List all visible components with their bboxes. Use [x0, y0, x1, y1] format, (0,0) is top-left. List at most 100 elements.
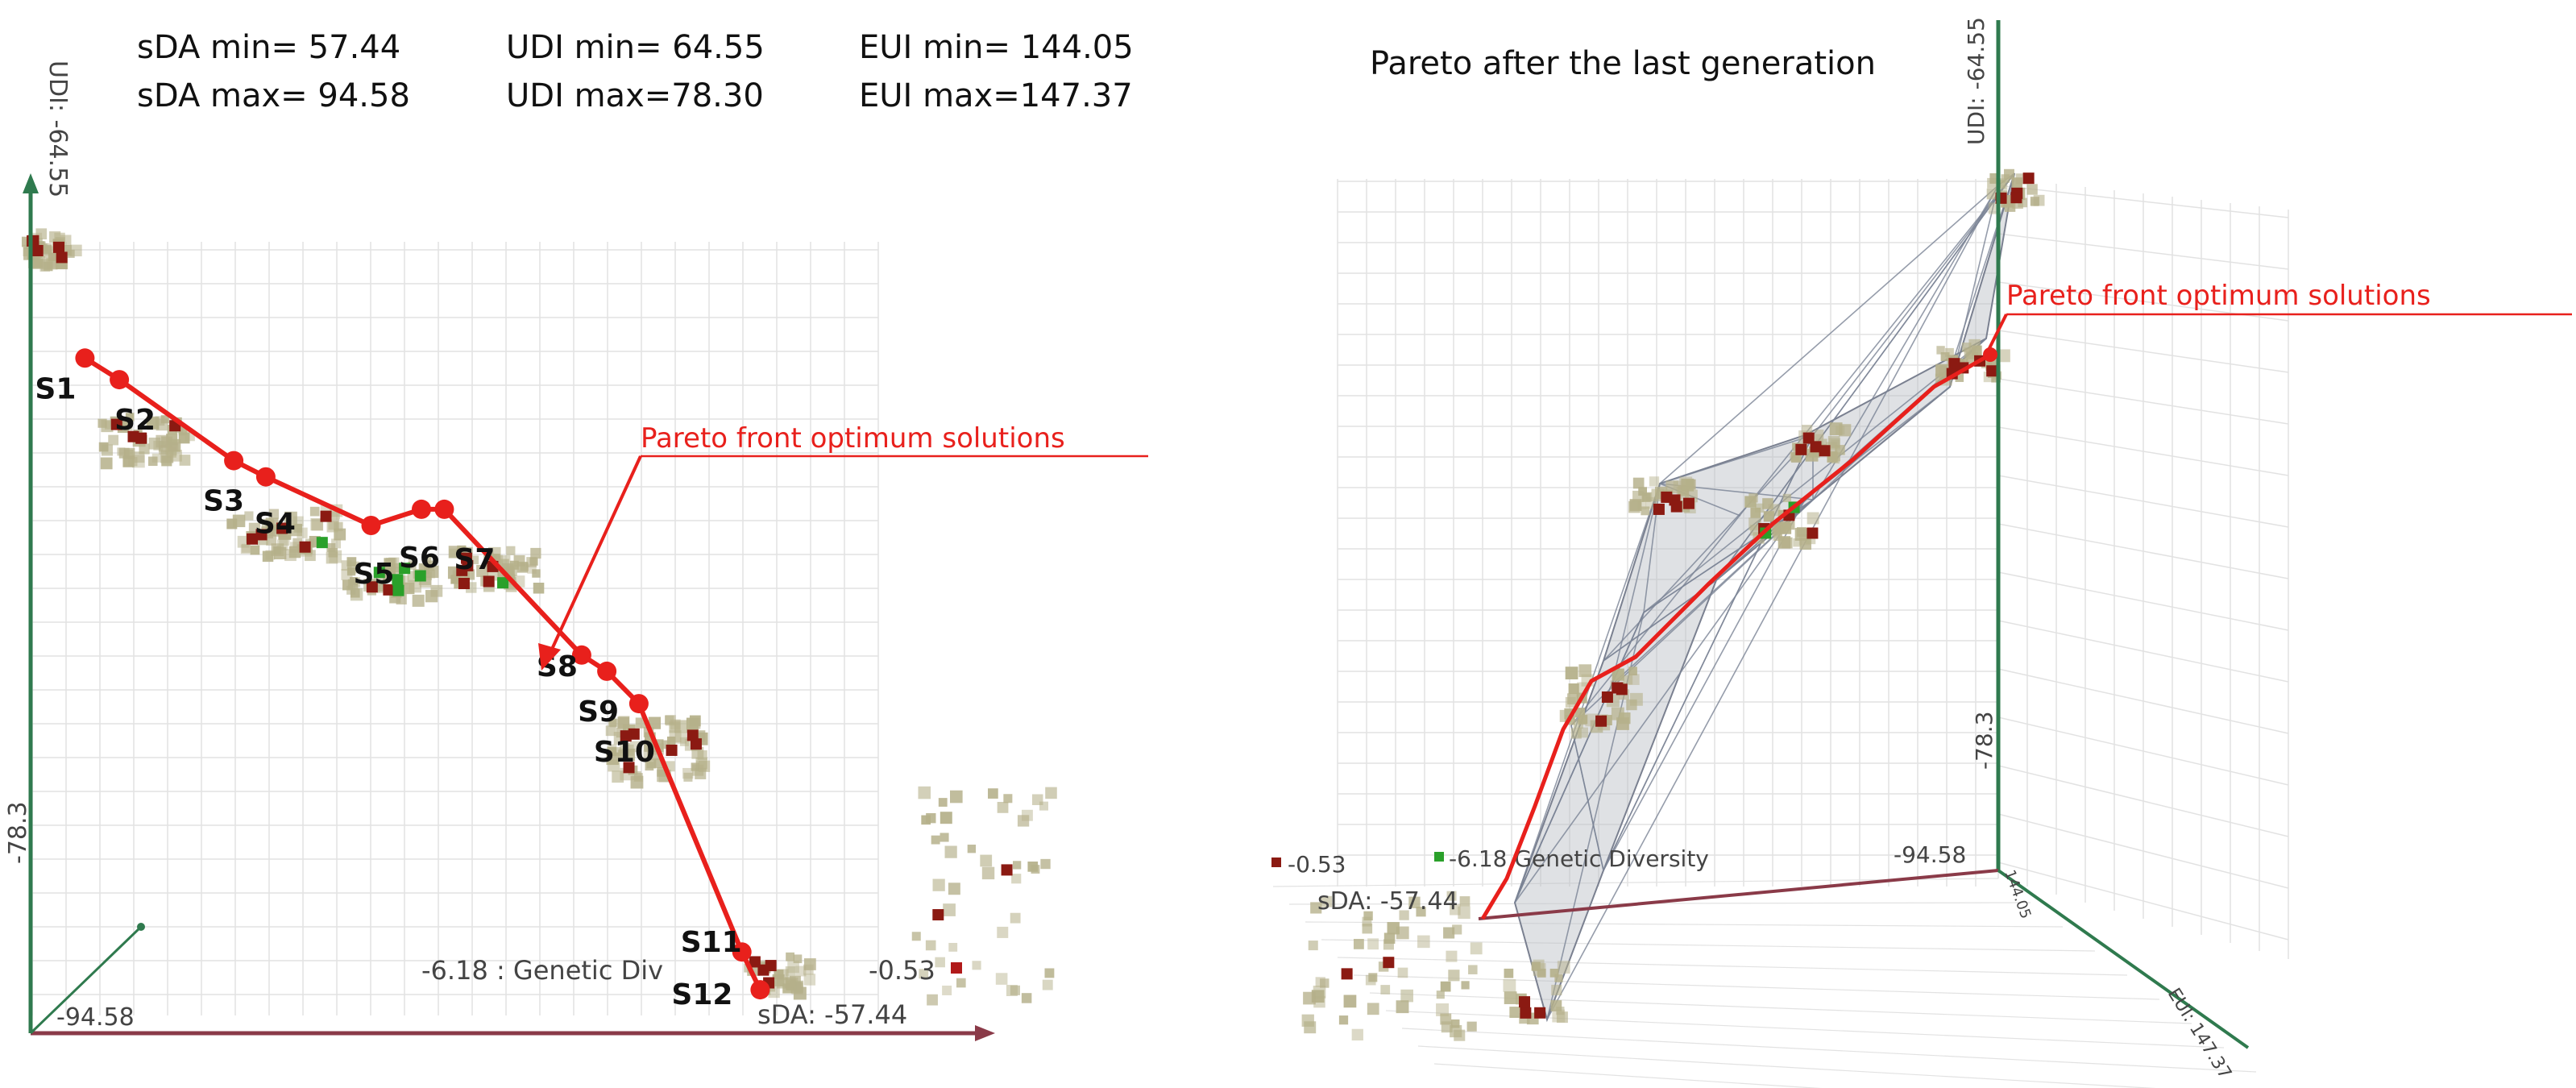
elite-point	[366, 581, 378, 593]
population-point	[1436, 1003, 1450, 1016]
right-population-cloud	[1301, 168, 2045, 1041]
elite-point	[1534, 1007, 1546, 1019]
x-axis-label: sDA: -57.44	[757, 999, 907, 1030]
population-point	[1623, 675, 1633, 685]
population-point	[1450, 1019, 1460, 1028]
population-point	[1027, 862, 1039, 872]
population-point	[425, 569, 435, 579]
population-point	[456, 547, 467, 558]
population-point	[530, 547, 541, 559]
population-point	[1556, 1011, 1568, 1024]
population-point	[1828, 438, 1841, 450]
elite-point	[56, 251, 68, 264]
x-axis-arrowhead	[975, 1025, 995, 1041]
population-point	[151, 453, 161, 463]
population-point	[1470, 942, 1483, 955]
population-point	[1578, 716, 1587, 725]
hull-edge	[1643, 338, 1987, 613]
annotations: Pareto front optimum solutions Pareto fro…	[538, 280, 2572, 671]
population-point	[1629, 692, 1643, 706]
elite-point	[276, 522, 288, 534]
population-point	[237, 535, 250, 548]
population-point	[160, 415, 169, 424]
elite-point	[687, 729, 699, 741]
population-point	[375, 582, 385, 592]
population-point	[326, 543, 336, 553]
population-point	[346, 557, 357, 567]
population-point	[1940, 352, 1950, 362]
elite-point	[1807, 527, 1819, 539]
z-axis-end	[137, 923, 145, 931]
grid-line	[1321, 939, 2096, 952]
population-point	[273, 546, 287, 560]
grid-line	[1433, 1063, 1822, 1088]
population-point	[1935, 365, 1948, 377]
elite-point	[1616, 683, 1628, 696]
population-point	[425, 590, 438, 603]
population-point	[942, 985, 952, 995]
udi-max-label: UDI max=78.30	[506, 77, 764, 114]
population-point	[972, 961, 981, 970]
population-point	[159, 445, 168, 455]
eui-min-label: EUI min= 144.05	[859, 29, 1134, 66]
population-point	[1042, 979, 1053, 990]
population-point	[943, 903, 956, 916]
elite-point	[1601, 691, 1613, 703]
population-point	[1574, 708, 1586, 718]
elite-point	[1383, 957, 1395, 969]
genetic-axis-tick: -0.53	[1288, 851, 1346, 878]
population-point	[911, 932, 921, 941]
population-point	[1632, 477, 1645, 489]
population-point	[250, 545, 260, 555]
population-point	[1458, 906, 1471, 920]
population-point	[1612, 668, 1624, 681]
population-point	[644, 741, 655, 753]
population-point	[2030, 196, 2040, 206]
population-point	[1408, 896, 1421, 908]
population-point	[284, 511, 297, 525]
pareto-point-label: S4	[255, 508, 296, 541]
population-point	[1440, 1013, 1452, 1025]
udi-min-label: UDI min= 64.55	[506, 29, 765, 66]
sda-min-label: sDA min= 57.44	[137, 29, 401, 66]
population-point	[48, 252, 57, 262]
population-point	[529, 557, 538, 566]
population-point	[620, 742, 630, 754]
population-point	[1641, 506, 1650, 516]
population-point	[1509, 1007, 1521, 1019]
elite-point	[1795, 443, 1807, 455]
annotation-arrowhead	[538, 643, 561, 671]
population-point	[997, 802, 1009, 813]
hull-edge	[1514, 499, 1806, 903]
population-point	[791, 982, 803, 995]
population-point	[1308, 941, 1318, 951]
population-point	[608, 744, 617, 754]
population-point	[1368, 973, 1378, 982]
population-point	[1503, 978, 1516, 992]
population-point	[1400, 989, 1413, 1003]
population-point	[608, 759, 620, 772]
population-point	[633, 773, 643, 782]
population-point	[101, 444, 113, 456]
population-point	[921, 815, 931, 825]
population-point	[532, 569, 541, 578]
elite-point	[1519, 996, 1531, 1008]
population-point	[1321, 895, 1333, 907]
population-point	[997, 926, 1009, 938]
population-point	[328, 547, 338, 558]
pareto-front-line	[1480, 352, 1992, 920]
population-point	[1793, 538, 1802, 547]
population-point	[384, 558, 396, 570]
elite-point	[1341, 968, 1353, 980]
population-point	[1681, 478, 1695, 492]
population-point	[1987, 177, 1998, 189]
population-point	[1466, 1021, 1477, 1032]
genetic-axis-label: -6.18 : Genetic Div	[421, 955, 663, 986]
elite-point	[31, 244, 44, 256]
hull-edge	[1659, 434, 1814, 484]
population-point	[268, 509, 280, 519]
population-point	[396, 593, 407, 605]
population-point	[1550, 1000, 1562, 1011]
population-point	[1565, 667, 1578, 680]
population-point	[331, 538, 342, 549]
